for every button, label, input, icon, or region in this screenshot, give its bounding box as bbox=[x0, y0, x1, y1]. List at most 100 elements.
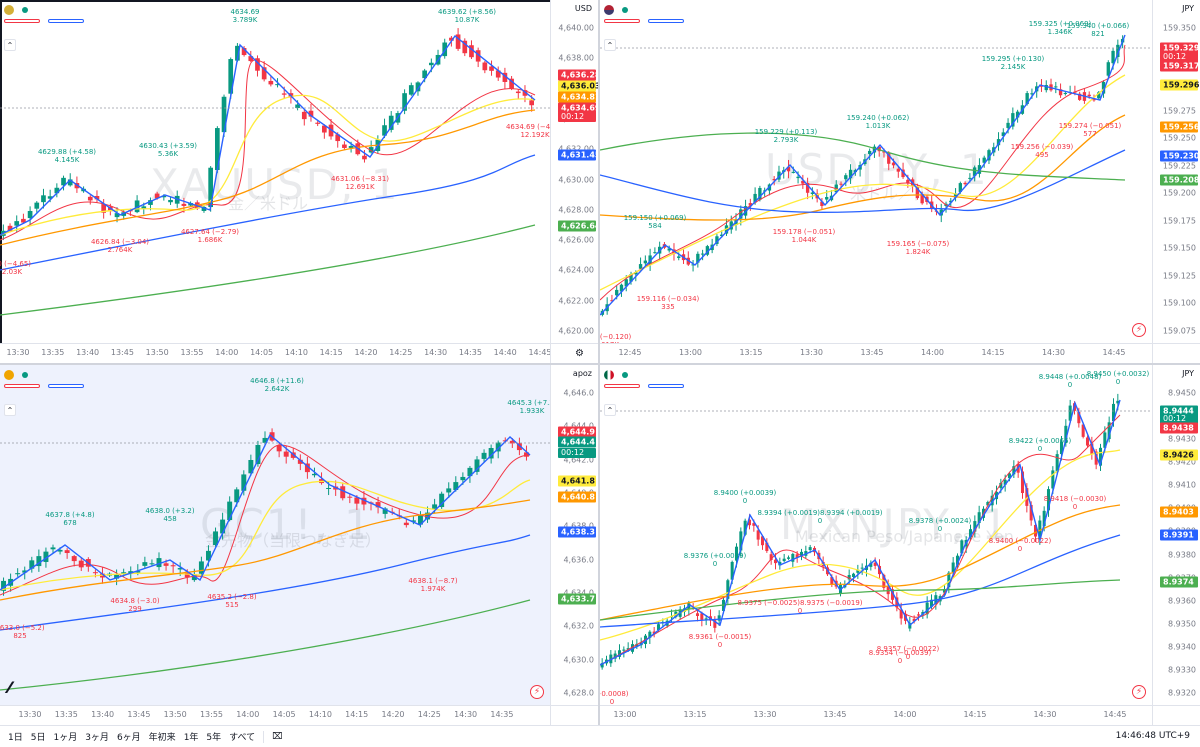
price-axis[interactable]: JPY8.94508.94408.94308.94208.94108.94008… bbox=[1152, 365, 1200, 705]
plot-area[interactable]: MXNJPY, 1 Mexican Peso/Japanese Yen 8.9448… bbox=[600, 365, 1152, 705]
time-axis[interactable]: 13:30 13:35 13:40 13:45 13:50 13:55 14:00 14:05… bbox=[0, 705, 550, 725]
time-tick: 14:15 bbox=[963, 710, 987, 719]
time-tick: 14:00 bbox=[236, 710, 260, 719]
sell-button[interactable] bbox=[4, 384, 40, 388]
time-axis[interactable]: 13:00 13:15 13:30 13:45 14:00 14:15 14:30 14:45 bbox=[600, 705, 1152, 725]
range-2[interactable]: 1ヶ月 bbox=[53, 733, 78, 743]
plot-area[interactable]: USDJPY, 1 米ドル／円 159.340 (+0.066) 821 159.32… bbox=[600, 0, 1152, 343]
candle bbox=[844, 175, 848, 180]
sell-button[interactable] bbox=[604, 19, 640, 23]
chart-pane-gc1[interactable]: GC1!, 1 金先物（当限つなぎ足） 4646.8 (+11.6) 2.642K 4… bbox=[0, 365, 598, 725]
settings-gear-icon[interactable]: ⚙ bbox=[575, 348, 584, 359]
time-tick: 13:55 bbox=[199, 710, 224, 719]
candle bbox=[635, 643, 639, 647]
price-axis[interactable]: JPY159.350159.325159.300159.275159.25015… bbox=[1152, 0, 1200, 343]
zigzag-pivot-label: 8.9450 (+0.0032) 0 bbox=[1086, 370, 1150, 386]
range-0[interactable]: 1日 bbox=[8, 733, 23, 743]
range-7[interactable]: 5年 bbox=[206, 733, 222, 743]
candle bbox=[1058, 89, 1063, 96]
buy-button[interactable] bbox=[648, 384, 684, 388]
sell-button[interactable] bbox=[4, 19, 40, 23]
range-4[interactable]: 6ヶ月 bbox=[116, 733, 141, 743]
sma-indicator-legend[interactable] bbox=[4, 392, 546, 401]
candle bbox=[805, 182, 810, 193]
candle bbox=[1077, 411, 1081, 424]
time-tick: 13:00 bbox=[613, 710, 637, 719]
currency-label[interactable]: JPY bbox=[1182, 4, 1194, 13]
candle bbox=[54, 187, 60, 194]
range-1[interactable]: 5日 bbox=[30, 733, 46, 743]
time-tick: 13:30 bbox=[6, 348, 30, 357]
candle bbox=[968, 529, 973, 538]
symbol-flag-icon bbox=[4, 370, 14, 380]
range-6[interactable]: 1年 bbox=[183, 733, 199, 743]
candle bbox=[15, 573, 21, 575]
price-tick: 8.9340 bbox=[1168, 642, 1196, 652]
range-8[interactable]: すべて bbox=[229, 733, 256, 743]
alert-bolt-icon[interactable]: ⚡ bbox=[1132, 685, 1146, 699]
price-tick: 4,646.0 bbox=[563, 388, 594, 398]
price-chart bbox=[600, 393, 1152, 670]
zigzag-pivot-label: 4638.0 (+3.2) 458 bbox=[145, 507, 195, 523]
time-tick: 14:15 bbox=[345, 710, 369, 719]
time-tick: 14:25 bbox=[389, 348, 413, 357]
range-3[interactable]: 3ヶ月 bbox=[85, 733, 109, 743]
candle bbox=[799, 551, 804, 556]
date-range-icon[interactable]: ⌧ bbox=[272, 731, 283, 742]
buy-button[interactable] bbox=[48, 19, 84, 23]
candle bbox=[890, 589, 895, 600]
buy-button[interactable] bbox=[48, 384, 84, 388]
price-tick: 4,632.0 bbox=[563, 621, 594, 631]
divider bbox=[263, 730, 265, 743]
time-tick: 14:00 bbox=[215, 348, 239, 357]
candle bbox=[78, 560, 84, 568]
collapse-legend-icon[interactable]: ⌃ bbox=[604, 39, 616, 51]
candle bbox=[241, 474, 247, 491]
chart-pane-xauusd[interactable]: XAUUSD, 1 金／米ドル 4634.69 3.789K 4639.62 (+8.… bbox=[0, 0, 598, 363]
collapse-legend-icon[interactable]: ⌃ bbox=[604, 404, 616, 416]
candle bbox=[801, 180, 805, 184]
sma-indicator-legend[interactable] bbox=[4, 27, 546, 36]
candle bbox=[362, 155, 367, 160]
candle bbox=[1011, 113, 1015, 127]
candle bbox=[276, 445, 282, 452]
candle bbox=[705, 246, 710, 255]
range-5[interactable]: 年初来 bbox=[148, 733, 176, 743]
alert-bolt-icon[interactable]: ⚡ bbox=[530, 685, 544, 699]
candle bbox=[156, 558, 162, 568]
buy-button[interactable] bbox=[648, 19, 684, 23]
collapse-legend-icon[interactable]: ⌃ bbox=[4, 404, 16, 416]
candle bbox=[529, 100, 534, 106]
sell-button[interactable] bbox=[604, 384, 640, 388]
candle bbox=[830, 577, 834, 585]
candle bbox=[960, 540, 964, 554]
candle bbox=[1020, 471, 1025, 494]
alert-bolt-icon[interactable]: ⚡ bbox=[1132, 323, 1146, 337]
time-tick: 13:45 bbox=[860, 348, 884, 357]
chart-pane-usdjpy[interactable]: USDJPY, 1 米ドル／円 159.340 (+0.066) 821 159.32… bbox=[600, 0, 1200, 363]
collapse-legend-icon[interactable]: ⌃ bbox=[4, 39, 16, 51]
currency-label[interactable]: apoz bbox=[572, 369, 592, 378]
plot-area[interactable]: XAUUSD, 1 金／米ドル 4634.69 3.789K 4639.62 (+8.… bbox=[0, 0, 550, 343]
time-axis[interactable]: 12:45 13:00 13:15 13:30 13:45 14:00 14:15 14:30… bbox=[600, 343, 1152, 363]
candle bbox=[255, 58, 260, 71]
currency-label[interactable]: JPY bbox=[1182, 369, 1194, 378]
time-axis[interactable]: 13:30 13:35 13:40 13:45 13:50 13:55 14:00 14:05… bbox=[0, 343, 552, 363]
candle bbox=[1030, 93, 1034, 95]
sma-indicator-legend[interactable] bbox=[604, 27, 1148, 36]
candle bbox=[168, 199, 173, 203]
plot-area[interactable]: GC1!, 1 金先物（当限つなぎ足） 4646.8 (+11.6) 2.642K 4… bbox=[0, 365, 550, 705]
tradingview-logo-icon[interactable]: ⁄⁄ bbox=[8, 678, 12, 697]
time-tick: 14:20 bbox=[381, 710, 405, 719]
price-axis[interactable]: apoz4,646.04,644.04,642.04,640.04,638.04… bbox=[550, 365, 598, 705]
price-scale-label: 8.9403 bbox=[1160, 506, 1198, 518]
candle bbox=[1103, 432, 1107, 448]
candle bbox=[522, 90, 528, 96]
zigzag-pivot-label: 4630.43 (+3.59) 5.36K bbox=[138, 142, 198, 158]
sma-indicator-legend[interactable] bbox=[604, 392, 1148, 401]
chart-pane-mxnjpy[interactable]: MXNJPY, 1 Mexican Peso/Japanese Yen 8.9448… bbox=[600, 365, 1200, 725]
price-axis[interactable]: USD4,640.004,638.004,636.004,634.004,632… bbox=[550, 0, 598, 343]
currency-label[interactable]: USD bbox=[574, 4, 592, 13]
candle bbox=[177, 568, 183, 570]
clock[interactable]: 14:46:48 UTC+9 bbox=[1115, 731, 1190, 741]
